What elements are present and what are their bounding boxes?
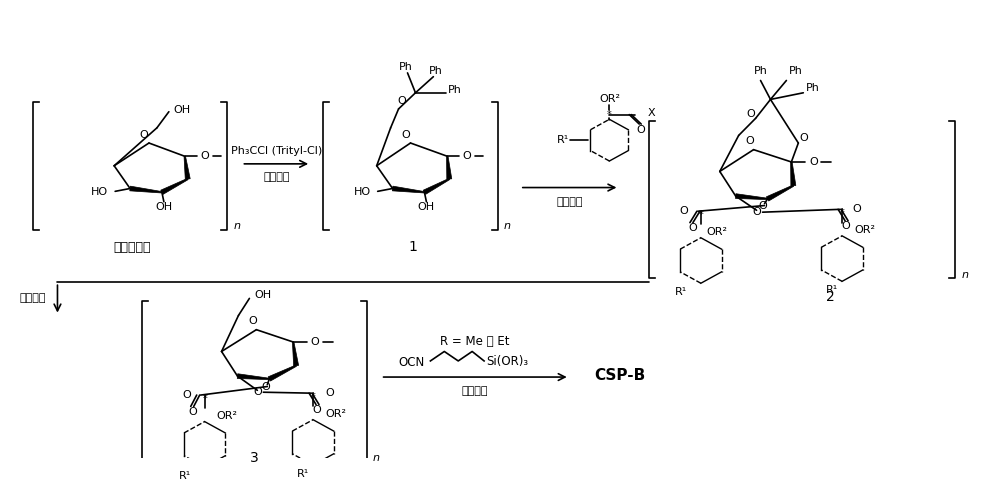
- Polygon shape: [423, 179, 450, 194]
- Text: *: *: [607, 109, 612, 120]
- Text: OH: OH: [254, 289, 271, 300]
- Text: O: O: [745, 136, 754, 146]
- Text: O: O: [140, 131, 148, 141]
- Text: Ph: Ph: [399, 62, 412, 72]
- Text: O: O: [200, 151, 209, 161]
- Text: R¹: R¹: [826, 285, 838, 295]
- Text: 3: 3: [250, 451, 259, 465]
- Text: O: O: [689, 223, 697, 233]
- Text: CSP-B: CSP-B: [594, 368, 646, 383]
- Text: OH: OH: [418, 203, 435, 213]
- Text: O: O: [637, 125, 646, 135]
- Text: HO: HO: [91, 187, 108, 197]
- Text: O: O: [809, 157, 818, 167]
- Text: 碱性条件: 碱性条件: [462, 386, 488, 396]
- Text: Ph: Ph: [806, 83, 820, 93]
- Text: Ph: Ph: [448, 85, 462, 95]
- Text: O: O: [679, 206, 688, 216]
- Text: O: O: [401, 131, 410, 141]
- Text: *: *: [202, 394, 207, 404]
- Text: 酸性条件: 酸性条件: [19, 293, 46, 303]
- Text: Ph: Ph: [788, 66, 802, 76]
- Text: n: n: [233, 221, 240, 231]
- Text: O: O: [182, 390, 191, 400]
- Text: O: O: [799, 133, 808, 143]
- Text: n: n: [961, 270, 968, 280]
- Text: O: O: [842, 221, 850, 231]
- Text: OR²: OR²: [217, 411, 238, 421]
- Text: R = Me 或 Et: R = Me 或 Et: [440, 336, 510, 348]
- Text: O: O: [758, 202, 767, 212]
- Text: n: n: [504, 221, 511, 231]
- Polygon shape: [237, 374, 269, 380]
- Text: O: O: [253, 387, 262, 397]
- Polygon shape: [766, 185, 794, 201]
- Polygon shape: [268, 365, 296, 381]
- Text: n: n: [373, 453, 380, 463]
- Text: O: O: [261, 382, 270, 392]
- Polygon shape: [392, 186, 425, 193]
- Text: *: *: [311, 392, 315, 402]
- Polygon shape: [447, 156, 452, 179]
- Polygon shape: [130, 186, 162, 193]
- Polygon shape: [184, 156, 190, 180]
- Text: OCN: OCN: [399, 356, 425, 369]
- Polygon shape: [791, 162, 796, 186]
- Text: O: O: [746, 108, 755, 119]
- Polygon shape: [292, 342, 299, 366]
- Text: 1: 1: [408, 240, 417, 254]
- Text: OR²: OR²: [325, 409, 346, 419]
- Text: O: O: [248, 316, 257, 326]
- Text: OR²: OR²: [707, 227, 728, 237]
- Text: R¹: R¹: [557, 135, 570, 145]
- Text: O: O: [852, 204, 861, 215]
- Text: Si(OR)₃: Si(OR)₃: [486, 355, 528, 368]
- Text: O: O: [463, 151, 472, 161]
- Text: O: O: [752, 207, 761, 217]
- Text: Ph₃CCl (Trityl-Cl): Ph₃CCl (Trityl-Cl): [231, 145, 322, 156]
- Polygon shape: [735, 194, 768, 200]
- Text: *: *: [840, 208, 844, 218]
- Text: O: O: [397, 96, 406, 107]
- Text: OR²: OR²: [854, 225, 875, 235]
- Text: 2: 2: [826, 289, 835, 303]
- Text: OH: OH: [155, 203, 172, 213]
- Text: *: *: [699, 210, 703, 220]
- Text: 碱性条件: 碱性条件: [556, 197, 583, 207]
- Text: Ph: Ph: [754, 66, 767, 76]
- Text: R¹: R¹: [675, 287, 687, 297]
- Text: HO: HO: [354, 187, 371, 197]
- Text: 微晶纤维素: 微晶纤维素: [113, 241, 151, 254]
- Text: 碱性条件: 碱性条件: [263, 172, 290, 182]
- Text: OH: OH: [174, 105, 191, 115]
- Text: O: O: [311, 337, 319, 347]
- Text: OR²: OR²: [599, 95, 620, 105]
- Text: O: O: [188, 407, 197, 417]
- Text: R¹: R¹: [179, 470, 191, 480]
- Polygon shape: [161, 179, 188, 194]
- Text: R¹: R¹: [297, 468, 309, 479]
- Text: X: X: [647, 108, 655, 118]
- Text: O: O: [325, 388, 334, 398]
- Text: Ph: Ph: [428, 66, 442, 76]
- Text: O: O: [313, 405, 321, 415]
